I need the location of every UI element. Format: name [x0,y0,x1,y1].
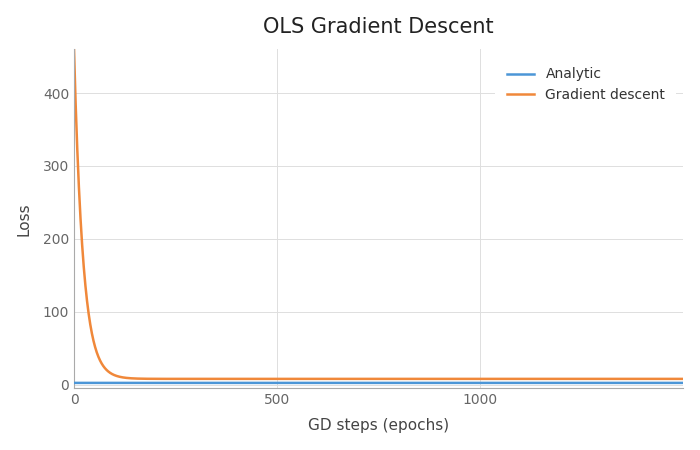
Gradient descent [256,376,265,382]
Gradient descent [207,376,216,382]
Analytic [116,380,124,386]
Analytic [207,380,216,386]
Analytic [581,380,589,386]
Title: OLS Gradient Descent: OLS Gradient Descent [263,17,494,36]
Analytic [424,380,433,386]
Gradient descent [116,374,124,379]
Legend: Analytic, Gradient descent: Analytic, Gradient descent [496,56,676,113]
Gradient descent [438,376,447,382]
X-axis label: GD steps (epochs): GD steps (epochs) [308,418,449,433]
Analytic [70,380,78,386]
Gradient descent [582,376,590,382]
Analytic [601,380,610,386]
Gradient descent [424,376,433,382]
Y-axis label: Loss: Loss [17,202,32,236]
Gradient descent [602,376,610,382]
Gradient descent [70,47,78,52]
Analytic [679,380,687,386]
Line: Gradient descent: Gradient descent [74,50,683,379]
Analytic [256,380,265,386]
Gradient descent [679,376,687,382]
